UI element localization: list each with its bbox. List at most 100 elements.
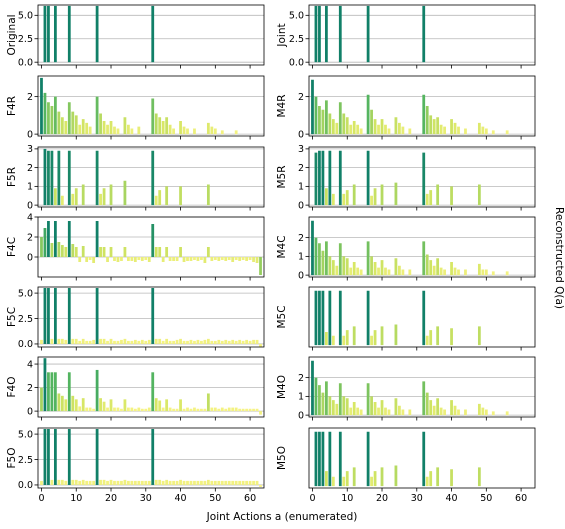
bar: [71, 338, 75, 344]
bar: [491, 411, 495, 416]
bar: [380, 260, 384, 276]
bar: [370, 476, 373, 487]
bar: [321, 392, 325, 416]
bar: [189, 408, 193, 412]
bar: [373, 119, 377, 135]
bar: [217, 408, 221, 412]
bar: [331, 400, 335, 416]
bar: [338, 431, 342, 487]
bar: [151, 224, 155, 257]
bar: [182, 257, 186, 262]
bar: [60, 117, 64, 135]
bar: [345, 190, 349, 206]
bar: [99, 398, 102, 412]
bar: [429, 190, 433, 206]
bar: [133, 408, 137, 412]
bar: [193, 407, 196, 412]
bar: [234, 340, 238, 344]
bar: [85, 122, 89, 135]
bar: [342, 113, 346, 135]
bar: [328, 431, 332, 487]
bar: [50, 243, 54, 257]
bar: [67, 288, 71, 344]
bar: [349, 267, 353, 276]
bar: [179, 338, 182, 344]
y-tick-label: 2.5: [18, 314, 33, 325]
bar: [95, 221, 99, 257]
bar: [71, 395, 75, 412]
bar: [172, 128, 175, 135]
bar: [113, 257, 116, 261]
bar: [151, 288, 155, 344]
bar: [394, 117, 398, 135]
bar: [53, 429, 57, 485]
bar: [220, 257, 224, 260]
bar: [186, 257, 189, 261]
bar: [47, 150, 50, 206]
bar: [50, 338, 54, 344]
bar: [318, 5, 321, 63]
bar: [175, 480, 179, 485]
bar: [168, 257, 172, 261]
bar: [109, 399, 113, 412]
bar: [196, 480, 200, 485]
y-tick-label: 5.0: [18, 288, 33, 299]
bar: [245, 408, 249, 412]
axes-frame: [37, 427, 265, 489]
bar: [213, 128, 217, 135]
bar: [217, 257, 221, 261]
bar: [366, 5, 370, 63]
bar: [227, 480, 231, 485]
bar: [231, 339, 235, 344]
bar: [179, 479, 182, 485]
bar: [158, 400, 162, 412]
y-tick-label: 3: [298, 144, 304, 155]
bar: [328, 290, 332, 346]
bar: [422, 94, 426, 135]
bar: [137, 126, 141, 135]
bar: [398, 265, 401, 276]
y-tick-label: 2: [298, 92, 304, 103]
bar: [109, 247, 113, 257]
bar: [165, 399, 169, 412]
bar: [57, 393, 61, 412]
bar: [345, 398, 349, 416]
bar: [60, 479, 64, 485]
axes-frame: [37, 146, 265, 208]
bar: [88, 126, 92, 135]
bar: [429, 115, 433, 135]
bar: [172, 340, 175, 344]
bar: [78, 124, 82, 135]
bar: [206, 184, 210, 206]
bar: [394, 465, 398, 487]
bar: [40, 339, 43, 344]
bar: [224, 339, 228, 344]
bar: [106, 124, 109, 135]
x-tick-label: 0: [38, 493, 44, 504]
bar: [182, 126, 186, 135]
bar: [234, 407, 238, 412]
bar: [113, 340, 116, 344]
bar: [154, 247, 158, 257]
bar: [113, 126, 116, 135]
bar: [102, 338, 106, 344]
y-tick-label: 2.5: [18, 455, 33, 466]
panel-left-2: 0 2 F4R: [6, 75, 265, 140]
x-tick-label: 10: [341, 493, 353, 504]
bar: [321, 150, 325, 206]
bar: [203, 257, 207, 263]
bar: [85, 257, 89, 262]
bar: [338, 150, 342, 206]
bar: [505, 130, 509, 135]
bar: [88, 480, 92, 485]
bar: [234, 480, 238, 485]
bar: [43, 288, 47, 344]
bar: [450, 186, 453, 206]
bar: [241, 408, 245, 412]
bar: [349, 124, 353, 135]
bar: [60, 338, 64, 344]
bar: [220, 130, 224, 135]
bar: [259, 484, 262, 487]
bar: [439, 124, 443, 135]
bar: [206, 122, 210, 135]
